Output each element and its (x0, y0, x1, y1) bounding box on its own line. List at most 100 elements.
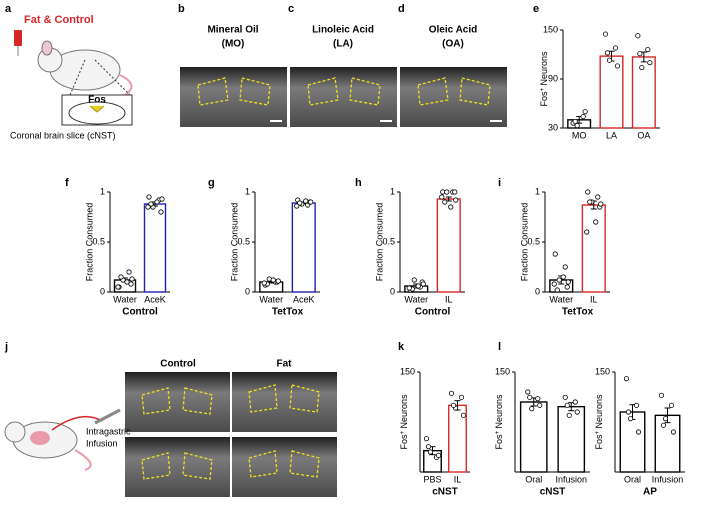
panel-label: a (5, 3, 12, 15)
data-point (598, 201, 604, 207)
y-tick-label: 0 (100, 286, 105, 296)
data-point (448, 390, 455, 396)
data-point (450, 402, 457, 408)
data-point (124, 279, 130, 285)
data-point (415, 283, 421, 289)
y-tick-label: 150 (495, 366, 510, 376)
infusion-label: Intragastric (86, 426, 131, 436)
x-axis-label: cNST (540, 487, 566, 498)
data-point (551, 281, 557, 287)
column-header: Fat (277, 359, 293, 370)
data-point (562, 394, 568, 400)
x-tick-label: IL (590, 294, 598, 304)
data-point (529, 406, 535, 412)
image-title: (OA) (442, 39, 464, 50)
data-point (448, 204, 454, 210)
x-tick-label: Water (549, 294, 573, 304)
y-tick-label: 0 (245, 286, 250, 296)
data-point (623, 376, 630, 382)
infusion-label: Infusion (86, 438, 118, 448)
data-point (552, 251, 558, 257)
y-axis-label-part: + (400, 431, 406, 435)
bar (619, 411, 646, 473)
data-point (554, 287, 560, 293)
panel-label: b (178, 3, 185, 15)
data-point (115, 284, 121, 290)
data-point (612, 45, 619, 51)
bar (557, 405, 586, 473)
data-point (444, 189, 450, 195)
y-axis-label: Fraction Consumed (374, 203, 384, 282)
y-tick-label: 150 (400, 366, 415, 376)
data-point (420, 281, 426, 287)
data-point (637, 51, 643, 57)
data-point (658, 392, 665, 398)
y-axis-label-part: + (595, 431, 601, 435)
data-point (128, 281, 134, 287)
image-title: Linoleic Acid (312, 25, 374, 36)
micrographs-j (125, 372, 337, 497)
mouse-illustration-a (14, 30, 133, 126)
micrographs-row1 (180, 67, 507, 127)
y-axis-label-part: + (495, 431, 501, 435)
x-axis-label: Control (415, 307, 451, 318)
data-point (564, 402, 570, 408)
data-point (148, 201, 154, 207)
data-point (625, 409, 632, 415)
fos-label: Fos (88, 95, 106, 106)
y-axis-label: Fraction Consumed (229, 203, 239, 282)
data-point (593, 219, 599, 225)
x-tick-label: Oral (624, 474, 641, 484)
data-point (439, 194, 445, 200)
data-point (146, 194, 152, 200)
data-point (565, 279, 571, 285)
y-tick-label: 1 (535, 186, 540, 196)
data-point (275, 278, 281, 284)
data-point (572, 399, 578, 405)
bar (581, 204, 606, 293)
x-axis-label: TetTox (562, 307, 594, 318)
x-tick-label: Water (259, 294, 283, 304)
mouse-illustration-j (4, 408, 121, 471)
data-point (627, 416, 634, 422)
x-tick-label: LA (606, 130, 617, 140)
data-point (126, 269, 132, 275)
x-axis-label: cNST (432, 487, 458, 498)
panel-label: c (288, 3, 294, 15)
data-point (453, 197, 459, 203)
data-point (452, 189, 458, 195)
x-tick-label: AceK (144, 294, 166, 304)
bar (654, 414, 681, 473)
x-tick-label: PBS (423, 474, 441, 484)
data-point (582, 109, 588, 115)
y-axis-label-part: Fos (494, 434, 504, 450)
data-point (118, 274, 124, 280)
y-axis-label-part: Neurons (494, 394, 504, 431)
data-point (564, 284, 570, 290)
x-tick-label: IL (454, 474, 462, 484)
y-tick-label: 0.5 (237, 236, 250, 246)
data-point (587, 199, 593, 205)
data-point (423, 436, 430, 442)
bar (143, 203, 167, 293)
y-axis-label: Fraction Consumed (519, 203, 529, 282)
fat-control-label: Fat & Control (24, 14, 94, 26)
data-point (129, 276, 135, 282)
panel-label: g (208, 177, 215, 189)
x-tick-label: OA (637, 130, 650, 140)
y-axis-label-part: Neurons (539, 51, 549, 88)
data-point (670, 429, 677, 435)
image-title: (MO) (222, 39, 245, 50)
y-axis-label-part: Fos (399, 434, 409, 450)
y-tick-label: 0 (390, 286, 395, 296)
x-tick-label: MO (572, 130, 587, 140)
x-axis-label: AP (643, 487, 657, 498)
data-point (145, 204, 151, 210)
y-tick-label: 90 (548, 73, 558, 83)
x-tick-label: Oral (525, 474, 542, 484)
data-point (154, 199, 160, 205)
x-tick-label: IL (445, 294, 453, 304)
data-point (574, 122, 580, 129)
panel-label: j (4, 341, 8, 353)
panel-label: e (533, 3, 539, 15)
